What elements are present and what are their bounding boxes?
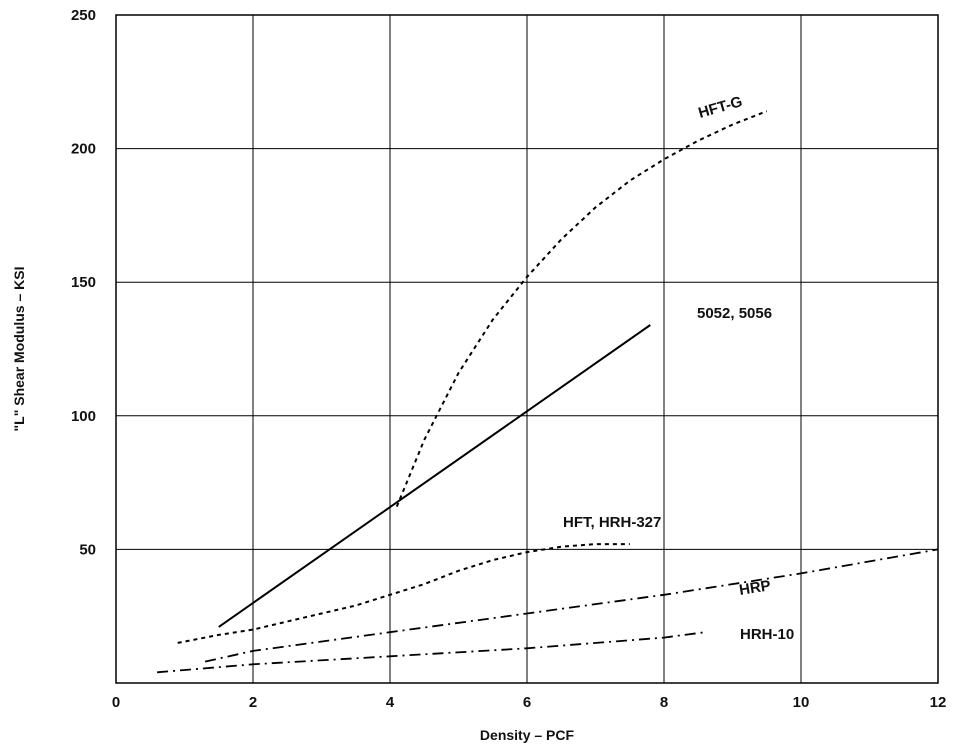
series-label: HRP xyxy=(738,577,772,599)
y-tick-label: 50 xyxy=(79,541,96,558)
x-tick-label: 12 xyxy=(930,694,947,711)
x-tick-label: 6 xyxy=(523,694,531,711)
y-tick-label: 250 xyxy=(71,7,96,24)
series-line xyxy=(395,110,768,507)
x-tick-label: 10 xyxy=(793,694,810,711)
x-tick-label: 4 xyxy=(386,694,395,711)
series-labels: 5052, 5056 HFT-G HFT, HRH-327 HRP HRH-10 xyxy=(563,93,794,643)
x-tick-label: 0 xyxy=(112,694,120,711)
series-lines xyxy=(157,110,939,674)
series-label: HFT, HRH-327 xyxy=(563,514,661,531)
y-tick-label: 150 xyxy=(71,274,96,291)
series-line xyxy=(218,324,651,628)
series-line xyxy=(177,543,630,644)
series-line xyxy=(157,631,706,674)
y-tick-label: 100 xyxy=(71,408,96,425)
tick-labels: 0 2 4 6 8 10 12 50 100 150 200 250 xyxy=(71,7,946,711)
y-axis-label: "L" Shear Modulus – KSI xyxy=(11,267,27,432)
series-label: HFT-G xyxy=(696,93,744,122)
grid-lines xyxy=(115,14,939,683)
series-label: HRH-10 xyxy=(740,626,794,643)
plot-frame xyxy=(115,14,939,684)
series-line xyxy=(204,548,939,663)
x-axis-label: Density – PCF xyxy=(480,727,575,743)
x-tick-label: 2 xyxy=(249,694,257,711)
y-tick-label: 200 xyxy=(71,141,96,158)
x-tick-label: 8 xyxy=(660,694,668,711)
series-label: 5052, 5056 xyxy=(697,305,772,322)
